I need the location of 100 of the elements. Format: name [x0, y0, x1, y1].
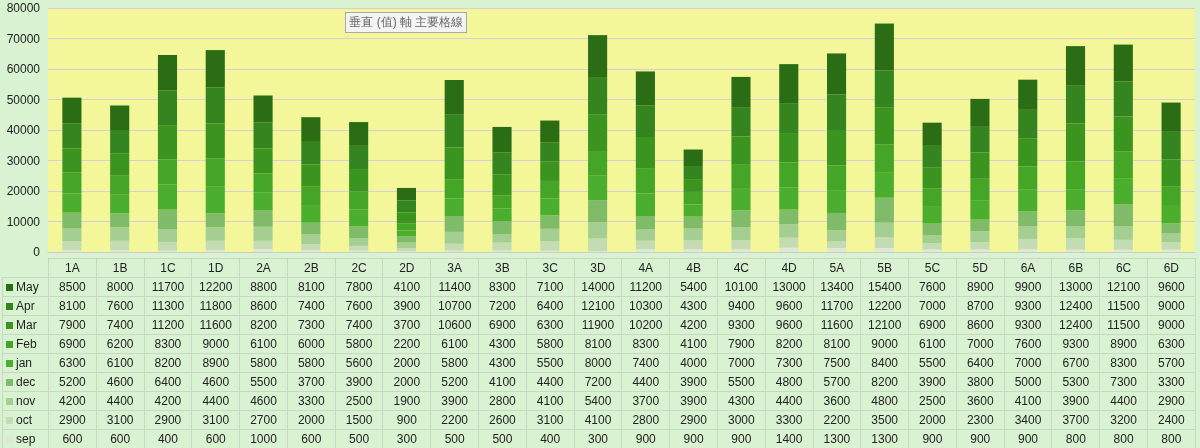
y-tick-label: 70000: [6, 31, 41, 46]
data-label: 9400: [717, 296, 766, 316]
data-label: 7000: [717, 353, 766, 373]
data-label: 9000: [1147, 296, 1196, 316]
data-label: 7600: [335, 296, 383, 316]
data-label: 8700: [956, 296, 1005, 316]
data-label: 2400: [1147, 410, 1196, 430]
data-label: 4200: [669, 315, 718, 335]
data-label: 3900: [908, 372, 957, 392]
data-label: 800: [1051, 429, 1100, 448]
y-tick-label: 20000: [6, 184, 41, 198]
data-label: 3700: [1051, 410, 1100, 430]
data-label: 7600: [908, 277, 957, 297]
data-label: 3100: [526, 410, 575, 430]
data-label: 10200: [621, 315, 670, 335]
data-label: 6300: [1147, 334, 1196, 354]
data-label: 5700: [1147, 353, 1196, 373]
data-label: 400: [526, 429, 575, 448]
data-label: 900: [621, 429, 670, 448]
data-label: 2800: [621, 410, 670, 430]
data-label: 8100: [287, 277, 336, 297]
data-label: 12200: [191, 277, 240, 297]
data-label: 9000: [860, 334, 909, 354]
data-label: 11600: [813, 315, 861, 335]
data-label: 9300: [1004, 296, 1052, 316]
y-tick-label: 60000: [6, 62, 41, 76]
data-label: 12100: [1099, 277, 1148, 297]
data-label: 8400: [860, 353, 909, 373]
data-label: 12400: [1051, 315, 1100, 335]
data-label: 6900: [48, 334, 97, 354]
x-tick-label: 4D: [765, 258, 813, 278]
data-label: 4300: [717, 391, 766, 411]
data-label: 1300: [860, 429, 909, 448]
data-label: 8200: [239, 315, 288, 335]
data-label: 8000: [96, 277, 145, 297]
data-label: 4100: [1004, 391, 1052, 411]
data-label: 11500: [1099, 296, 1148, 316]
data-label: 4400: [191, 391, 240, 411]
data-label: 3300: [765, 410, 813, 430]
data-label: 12200: [860, 296, 909, 316]
data-label: 7000: [956, 334, 1005, 354]
x-tick-label: 5B: [860, 258, 909, 278]
data-label: 7600: [96, 296, 145, 316]
data-label: 8900: [191, 353, 240, 373]
data-label: 5400: [574, 391, 622, 411]
data-label: 6900: [478, 315, 527, 335]
data-label: 13400: [813, 277, 861, 297]
data-label: 9600: [1147, 277, 1196, 297]
x-tick-label: 3A: [430, 258, 479, 278]
data-label: 7400: [335, 315, 383, 335]
data-label: 2200: [430, 410, 479, 430]
y-tick-label: 30000: [6, 153, 41, 168]
data-label: 9000: [1147, 315, 1196, 335]
data-label: 8800: [239, 277, 288, 297]
data-label: 7900: [48, 315, 97, 335]
data-label: 900: [382, 410, 431, 430]
data-label: 900: [717, 429, 766, 448]
data-label: 7100: [526, 277, 575, 297]
data-label: 11600: [191, 315, 240, 335]
data-label: 900: [956, 429, 1005, 448]
data-label: 8000: [574, 353, 622, 373]
data-label: 900: [1004, 429, 1052, 448]
data-label: 4300: [478, 353, 527, 373]
data-label: 1500: [335, 410, 383, 430]
legend-label: May: [2, 277, 49, 297]
data-label: 3200: [1099, 410, 1148, 430]
data-label: 5800: [526, 334, 575, 354]
y-tick-label: 50000: [6, 92, 41, 107]
data-label: 2000: [382, 353, 431, 373]
data-label: 8300: [478, 277, 527, 297]
data-label: 3300: [287, 391, 336, 411]
data-label: 11500: [1099, 315, 1148, 335]
data-label: 12100: [574, 296, 622, 316]
data-label: 5500: [908, 353, 957, 373]
data-label: 4600: [96, 372, 145, 392]
data-label: 8100: [48, 296, 97, 316]
data-label: 11800: [191, 296, 240, 316]
y-tick-label: 0: [33, 245, 41, 259]
data-label: 1300: [813, 429, 861, 448]
data-label: 2500: [908, 391, 957, 411]
data-label: 15400: [860, 277, 909, 297]
data-label: 7200: [478, 296, 527, 316]
data-label: 900: [669, 429, 718, 448]
data-label: 7600: [1004, 334, 1052, 354]
data-label: 4300: [478, 334, 527, 354]
data-label: 2900: [144, 410, 192, 430]
data-label: 2000: [287, 410, 336, 430]
data-label: 3900: [1051, 391, 1100, 411]
data-label: 12100: [860, 315, 909, 335]
data-label: 11200: [144, 315, 192, 335]
data-label: 5300: [1051, 372, 1100, 392]
x-tick-label: 2A: [239, 258, 288, 278]
data-label: 3600: [813, 391, 861, 411]
data-label: 6900: [908, 315, 957, 335]
legend-label: dec: [2, 372, 49, 392]
data-label: 1900: [382, 391, 431, 411]
data-label: 5800: [335, 334, 383, 354]
data-label: 2600: [478, 410, 527, 430]
data-label: 3300: [1147, 372, 1196, 392]
data-label: 3700: [621, 391, 670, 411]
